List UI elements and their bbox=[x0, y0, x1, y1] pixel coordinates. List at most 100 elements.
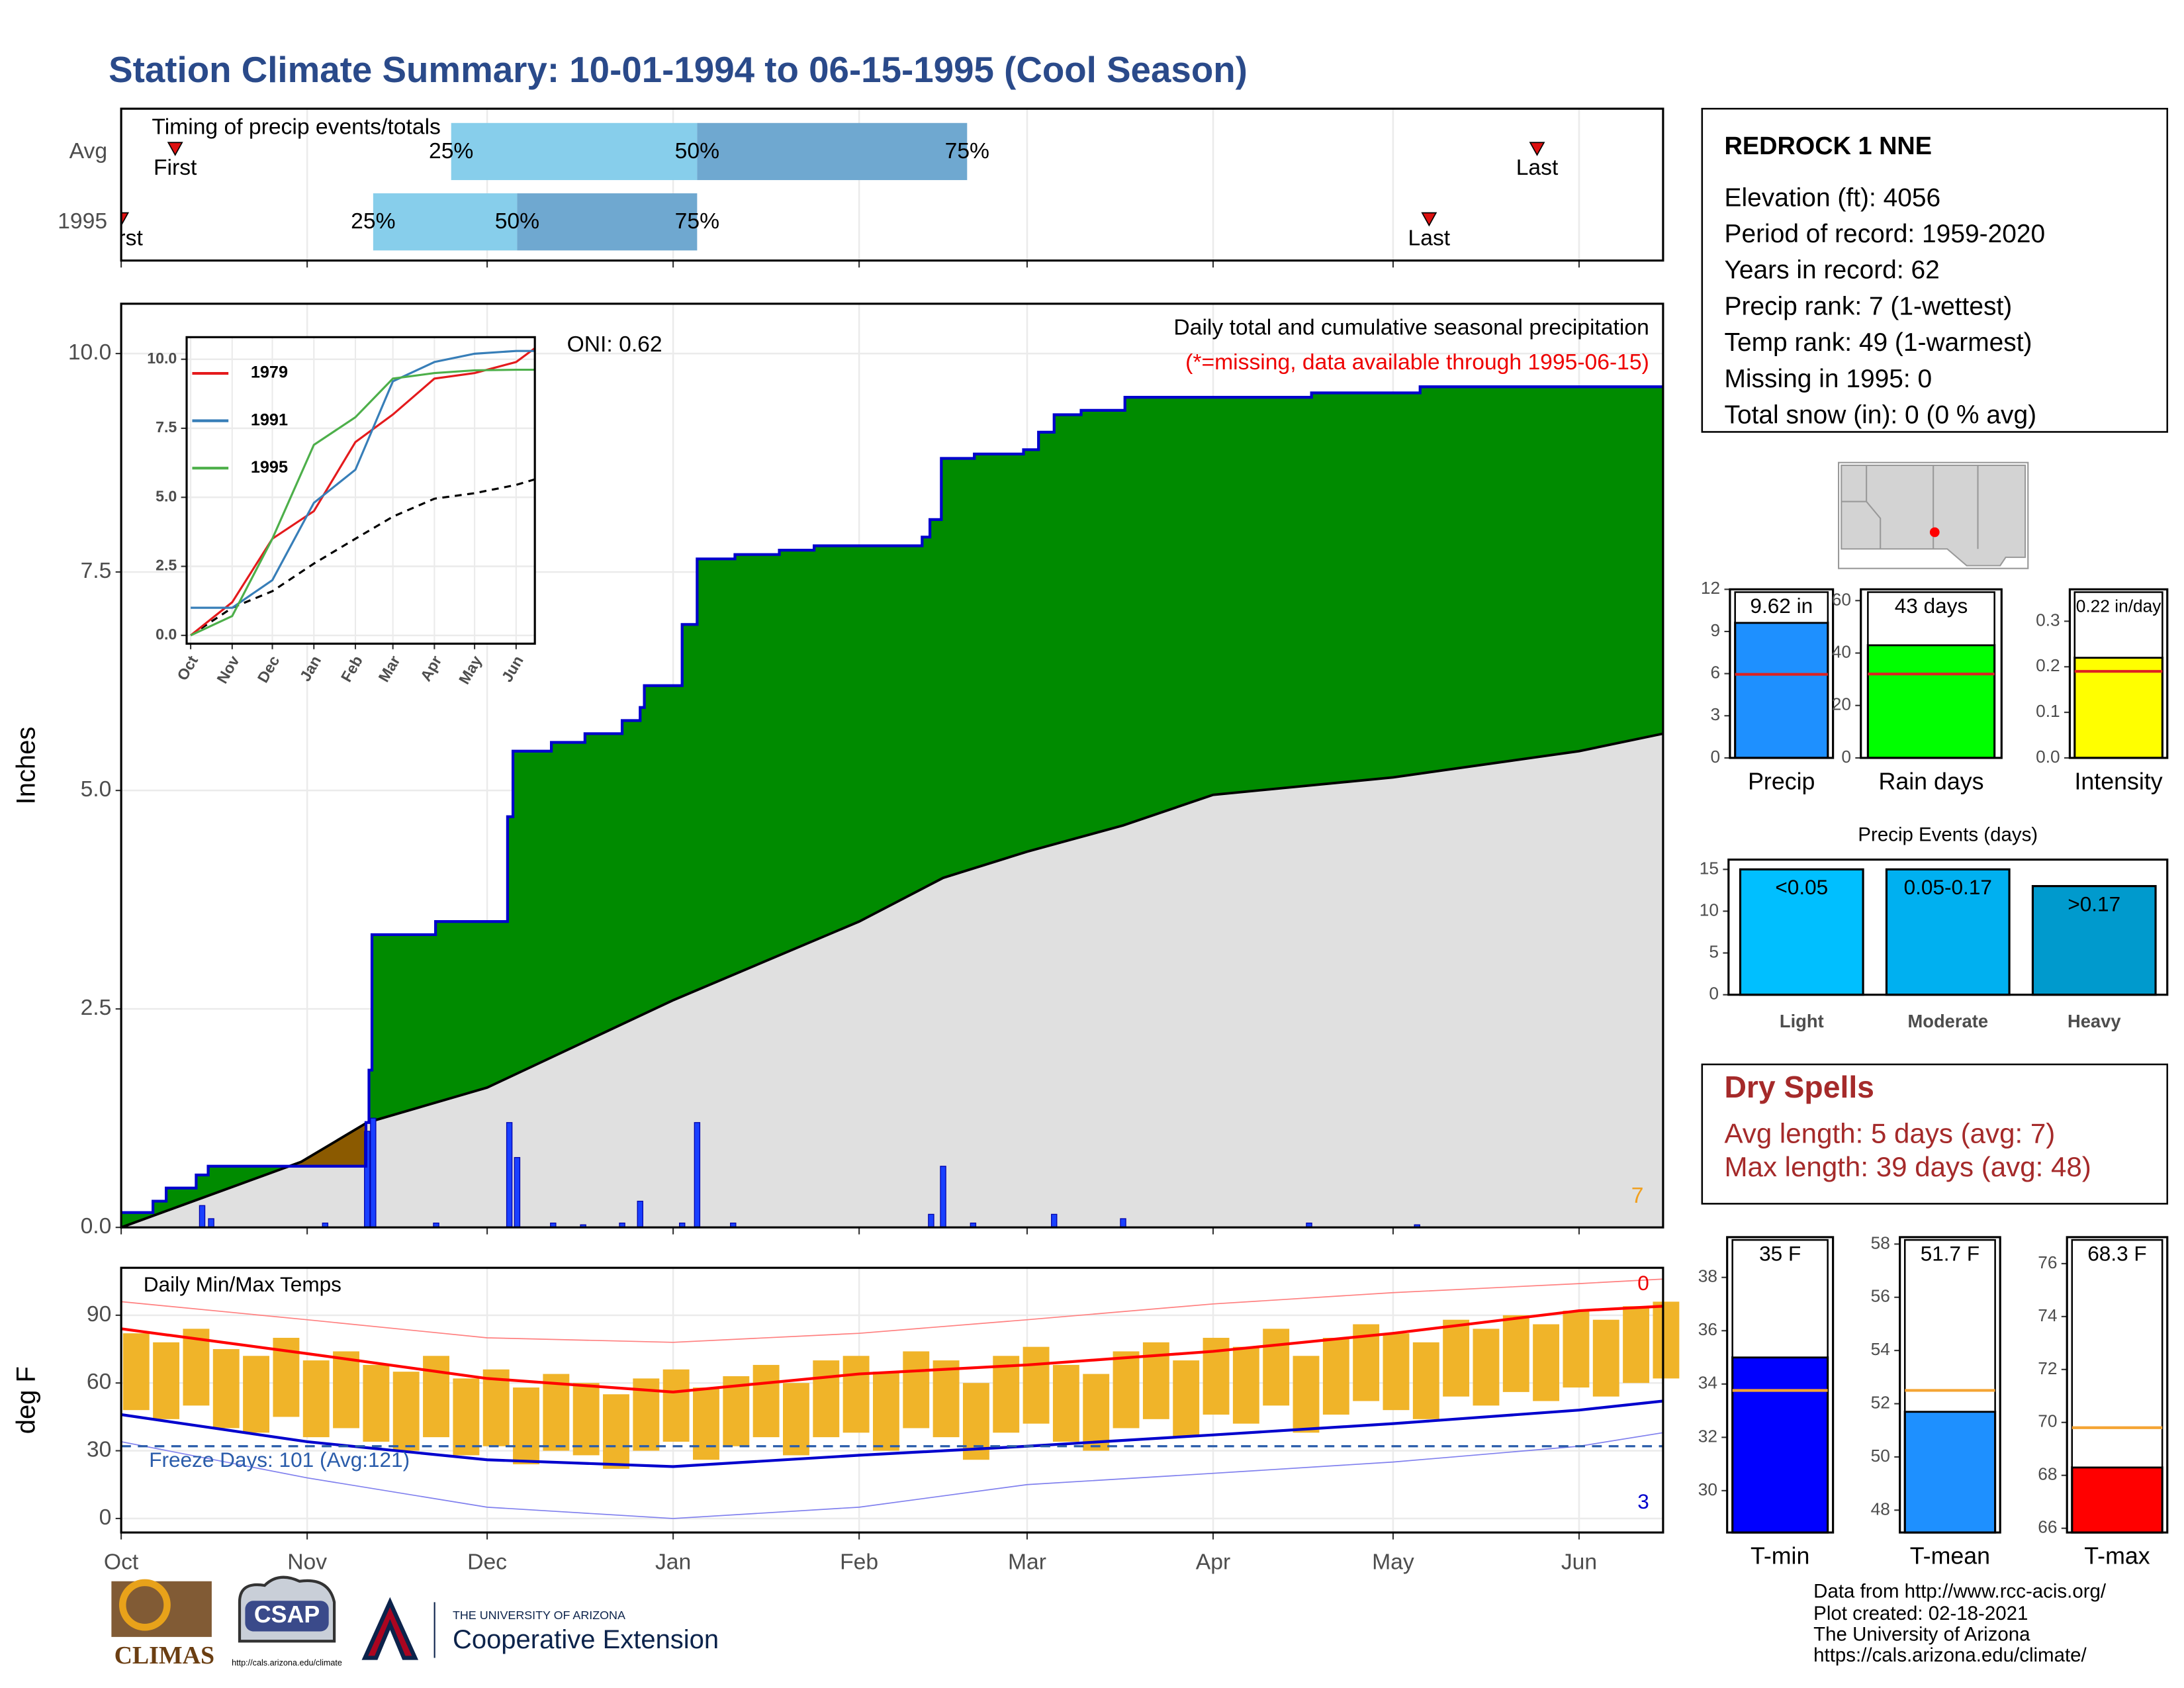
timing-label: Last bbox=[1516, 156, 1559, 180]
daily-temp-bar bbox=[1563, 1311, 1590, 1388]
daily-temp-bar bbox=[1653, 1301, 1680, 1379]
timing-plot: First 25% 50% 75% Last First 25% 50% 75% Last bbox=[121, 122, 1559, 250]
average-line bbox=[120, 732, 1664, 1229]
location-map bbox=[1838, 461, 2029, 569]
daily-temp-bar bbox=[543, 1374, 570, 1451]
panel-title: Daily total and cumulative seasonal prec… bbox=[1173, 316, 1649, 340]
daily-temp-bar bbox=[183, 1329, 210, 1406]
legend-label: 1979 bbox=[251, 363, 288, 382]
dry-spells-line: Avg length: 5 days (avg: 7) bbox=[1724, 1117, 2055, 1149]
daily-temp-bar bbox=[842, 1356, 870, 1433]
y-tick-label: 0.1 bbox=[2036, 701, 2060, 721]
daily-precip-bar bbox=[928, 1213, 934, 1228]
daily-temp-bar bbox=[1052, 1364, 1079, 1442]
university-text: THE UNIVERSITY OF ARIZONA bbox=[453, 1609, 625, 1622]
y-tick-label: 20 bbox=[1832, 694, 1851, 714]
daily-temp-bar bbox=[1383, 1333, 1410, 1411]
page-title: Station Climate Summary: 10-01-1994 to 0… bbox=[109, 49, 1248, 90]
y-tick-label: 52 bbox=[1871, 1392, 1890, 1412]
row-label: 1995 bbox=[58, 209, 107, 234]
timing-label: 75% bbox=[945, 139, 989, 164]
bin-label: <0.05 bbox=[1775, 875, 1828, 899]
csap-text: CSAP bbox=[254, 1601, 320, 1628]
daily-temp-bar bbox=[243, 1356, 270, 1433]
daily-temp-bar bbox=[423, 1356, 449, 1438]
station-line: Precip rank: 7 (1-wettest) bbox=[1724, 292, 2012, 320]
y-tick-label: 0 bbox=[1841, 747, 1851, 767]
daily-temp-bar bbox=[1473, 1329, 1500, 1406]
credit-line: The University of Arizona bbox=[1813, 1624, 2030, 1646]
station-line: Temp rank: 49 (1-warmest) bbox=[1724, 328, 2032, 357]
y-tick-label: 48 bbox=[1871, 1499, 1890, 1519]
value-label: 9.62 in bbox=[1750, 594, 1813, 618]
legend-label: 1995 bbox=[251, 458, 288, 477]
y-tick-label: 15 bbox=[1700, 858, 1719, 878]
chart-title: Precip Events (days) bbox=[1858, 824, 2038, 846]
x-tick-label: Jan bbox=[655, 1550, 691, 1574]
y-tick-label: 0 bbox=[1711, 747, 1721, 767]
y-tick-label: 10.0 bbox=[68, 340, 112, 365]
y-tick-label: 10.0 bbox=[147, 350, 177, 367]
value-label-box bbox=[2073, 591, 2163, 659]
daily-temp-bar bbox=[1173, 1360, 1200, 1438]
y-tick-label: 30 bbox=[1698, 1479, 1717, 1499]
series-line bbox=[190, 347, 536, 637]
credit-line: https://cals.arizona.edu/climate/ bbox=[1813, 1644, 2087, 1666]
y-tick-label: 68 bbox=[2038, 1464, 2057, 1484]
category-label: T-mean bbox=[1910, 1542, 1990, 1569]
average-line bbox=[190, 478, 535, 637]
panel-frame bbox=[1726, 1236, 1835, 1534]
timing-label: 50% bbox=[675, 139, 719, 164]
y-tick-label: 0 bbox=[99, 1505, 112, 1530]
daily-precip-bar bbox=[1120, 1218, 1126, 1228]
category-label: T-max bbox=[2084, 1542, 2150, 1569]
daily-temp-bar bbox=[872, 1372, 899, 1451]
category-label: Rain days bbox=[1878, 768, 1983, 794]
dry-spells-title: Dry Spells bbox=[1724, 1070, 1874, 1104]
y-tick-label: 0.0 bbox=[2036, 747, 2060, 767]
credit-line: Plot created: 02-18-2021 bbox=[1813, 1603, 2028, 1624]
y-tick-label: 90 bbox=[87, 1302, 111, 1327]
daily-temp-bar bbox=[662, 1369, 690, 1442]
y-tick-label: 7.5 bbox=[81, 559, 112, 583]
value-label-box bbox=[2071, 1239, 2163, 1469]
daily-temp-bar bbox=[363, 1364, 390, 1442]
daily-temp-bar bbox=[1443, 1319, 1470, 1397]
daily-precip-bar bbox=[506, 1122, 513, 1228]
daily-temp-bar bbox=[1293, 1356, 1320, 1433]
bin-label: 0.05-0.17 bbox=[1904, 875, 1992, 899]
value-label: 51.7 F bbox=[1921, 1242, 1979, 1266]
daily-temp-bar bbox=[392, 1372, 420, 1451]
csap-url: http://cals.arizona.edu/climate bbox=[232, 1658, 342, 1667]
cumulative-line bbox=[121, 385, 1663, 1214]
timing-marker bbox=[1421, 212, 1437, 227]
y-tick-label: 12 bbox=[1701, 578, 1720, 598]
csap-badge bbox=[245, 1601, 329, 1632]
panel-frame bbox=[1729, 588, 1835, 759]
daily-temp-bar bbox=[603, 1394, 629, 1469]
y-tick-label: 60 bbox=[1832, 589, 1851, 609]
daily-precip-bar bbox=[514, 1156, 521, 1228]
station-name: REDROCK 1 NNE bbox=[1724, 132, 1932, 160]
y-tick-label: 30 bbox=[87, 1437, 111, 1462]
y-tick-label: 10 bbox=[1700, 900, 1719, 919]
y-tick-label: 5 bbox=[1709, 942, 1719, 962]
bar bbox=[1885, 868, 2011, 996]
y-tick-label: 0.0 bbox=[156, 626, 177, 643]
daily-precip-bar bbox=[637, 1200, 643, 1228]
daily-precip-bar bbox=[940, 1166, 946, 1228]
x-tick-label: Dec bbox=[467, 1550, 507, 1574]
timing-title: Timing of precip events/totals bbox=[152, 115, 440, 140]
y-tick-label: 0 bbox=[1709, 984, 1719, 1004]
daily-temp-bar bbox=[153, 1342, 180, 1419]
y-tick-label: 32 bbox=[1698, 1426, 1717, 1446]
value-label: 43 days bbox=[1895, 594, 1968, 618]
series-line bbox=[191, 350, 535, 609]
bar bbox=[1731, 1356, 1829, 1534]
oni-label: ONI: 0.62 bbox=[567, 332, 662, 357]
daily-temp-bar bbox=[1502, 1315, 1529, 1392]
value-label-box bbox=[1734, 591, 1829, 624]
y-tick-label: 36 bbox=[1698, 1319, 1717, 1339]
panel-title: Daily Min/Max Temps bbox=[144, 1272, 341, 1296]
